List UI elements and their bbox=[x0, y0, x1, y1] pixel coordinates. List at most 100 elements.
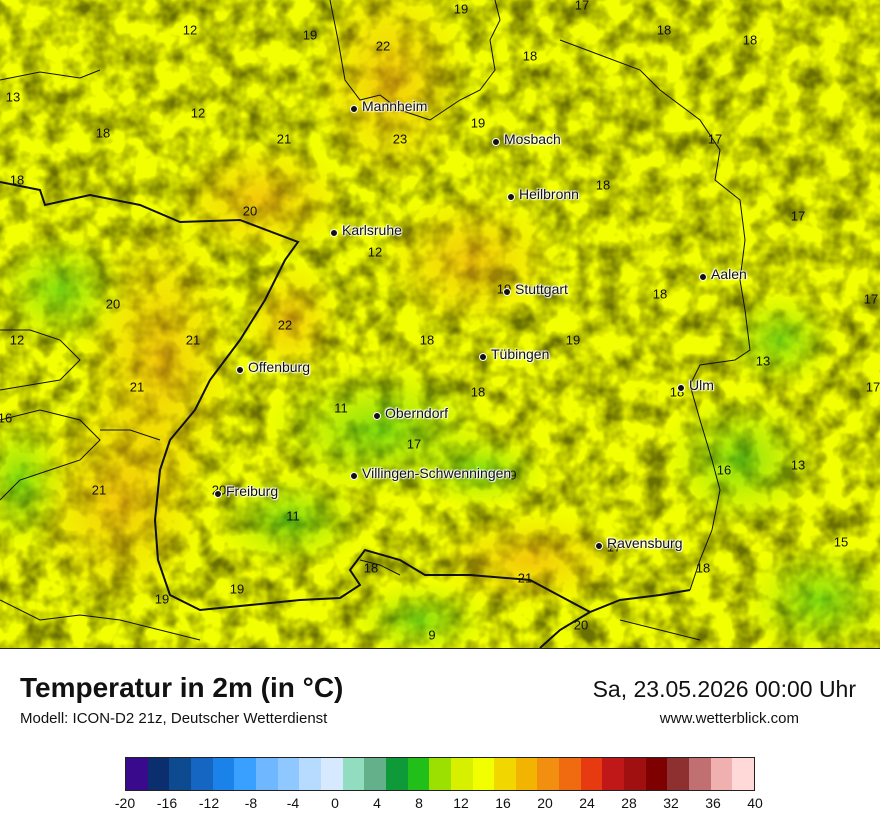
legend-ticks: -20 -16 -12 -8 -4 0 4 8 12 16 20 24 28 32 36 40 bbox=[115, 795, 763, 815]
model-info: Modell: ICON-D2 21z, Deutscher Wetterdie… bbox=[20, 710, 328, 727]
legend-swatch bbox=[169, 758, 191, 790]
temperature-value: 9 bbox=[509, 467, 517, 483]
temperature-value: 18 bbox=[522, 48, 538, 64]
temperature-value: 13 bbox=[5, 89, 21, 105]
legend-swatch bbox=[559, 758, 581, 790]
legend-swatch bbox=[732, 758, 755, 790]
legend-swatch bbox=[580, 758, 603, 790]
temperature-value: 22 bbox=[277, 317, 293, 333]
temperature-value: 17 bbox=[865, 379, 880, 395]
temperature-map[interactable]: 19 17 12 19 22 18 18 18 13 12 19 18 21 23 17 18 18 20 17 12… bbox=[0, 0, 880, 649]
temperature-value: 16 bbox=[716, 462, 732, 478]
legend-swatch bbox=[602, 758, 625, 790]
temperature-value: 18 bbox=[742, 32, 758, 48]
legend-swatch bbox=[320, 758, 343, 790]
temperature-value: 21 bbox=[185, 332, 201, 348]
temperature-value: 11 bbox=[286, 508, 300, 524]
city-dot-icon bbox=[503, 288, 511, 296]
city-dot-icon bbox=[507, 193, 515, 201]
forecast-datetime: Sa, 23.05.2026 00:00 Uhr bbox=[592, 676, 856, 702]
map-canvas bbox=[0, 0, 880, 648]
legend-swatch bbox=[190, 758, 213, 790]
cool-area bbox=[660, 390, 820, 530]
temperature-value: 18 bbox=[695, 560, 711, 576]
website-link[interactable]: www.wetterblick.com bbox=[659, 710, 799, 727]
temperature-value: 21 bbox=[517, 570, 533, 586]
legend-tick-label: 24 bbox=[579, 795, 595, 811]
temperature-value: 19 bbox=[565, 332, 581, 348]
temperature-value: 19 bbox=[154, 591, 170, 607]
temperature-value: 17 bbox=[606, 539, 622, 555]
city-name: Stuttgart bbox=[515, 281, 568, 297]
legend-swatch bbox=[385, 758, 408, 790]
city-name: Villingen-Schwenningen bbox=[362, 465, 512, 481]
legend-swatch bbox=[234, 758, 256, 790]
legend-tick-label: -4 bbox=[286, 795, 300, 811]
legend-swatch bbox=[537, 758, 560, 790]
legend-tick-label: -12 bbox=[198, 795, 220, 811]
legend-swatch bbox=[407, 758, 430, 790]
temperature-value: 19 bbox=[302, 27, 318, 43]
city-name: Ulm bbox=[689, 377, 714, 393]
temperature-value: 17 bbox=[863, 291, 879, 307]
legend-tick-label: 12 bbox=[453, 795, 469, 811]
temperature-value: 20 bbox=[105, 296, 121, 312]
legend-swatch bbox=[450, 758, 473, 790]
legend-swatch bbox=[624, 758, 646, 790]
temperature-value: 23 bbox=[392, 131, 408, 147]
city-name: Heilbronn bbox=[519, 186, 579, 202]
temperature-value: 17 bbox=[707, 131, 723, 147]
warm-area bbox=[240, 260, 340, 380]
legend-tick-label: 28 bbox=[621, 795, 637, 811]
temperature-value: 22 bbox=[375, 38, 391, 54]
city-name: Aalen bbox=[711, 266, 747, 282]
warm-area bbox=[170, 140, 350, 260]
city-dot-icon bbox=[214, 490, 222, 498]
temperature-value: 19 bbox=[453, 1, 469, 17]
legend-tick-label: 0 bbox=[331, 795, 339, 811]
city-dot-icon bbox=[699, 273, 707, 281]
warm-area bbox=[430, 510, 630, 610]
temperature-value: 15 bbox=[833, 534, 849, 550]
legend-swatch bbox=[429, 758, 451, 790]
legend-swatch bbox=[667, 758, 690, 790]
warm-area bbox=[310, 0, 470, 190]
city-dot-icon bbox=[330, 229, 338, 237]
legend-swatch bbox=[277, 758, 300, 790]
temperature-value: 12 bbox=[9, 332, 25, 348]
city-dot-icon bbox=[479, 353, 487, 361]
temperature-value: 12 bbox=[182, 22, 198, 38]
legend-swatch bbox=[364, 758, 386, 790]
temperature-value: 9 bbox=[428, 627, 436, 643]
cool-area bbox=[740, 540, 880, 648]
color-legend bbox=[125, 757, 755, 791]
cool-area bbox=[0, 410, 70, 550]
legend-swatch bbox=[494, 758, 516, 790]
temperature-value: 17 bbox=[406, 436, 422, 452]
temperature-value: 18 bbox=[9, 172, 25, 188]
temperature-value: 18 bbox=[95, 125, 111, 141]
cool-area bbox=[350, 580, 490, 648]
legend-tick-label: 4 bbox=[373, 795, 381, 811]
legend-swatch bbox=[255, 758, 278, 790]
legend-tick-label: 40 bbox=[747, 795, 763, 811]
city-dot-icon bbox=[595, 542, 603, 550]
temperature-value: 18 bbox=[595, 177, 611, 193]
legend-tick-label: 16 bbox=[495, 795, 511, 811]
legend-tick-label: -16 bbox=[156, 795, 178, 811]
country-border bbox=[0, 181, 691, 648]
temperature-value: 19 bbox=[229, 581, 245, 597]
city-dot-icon bbox=[350, 472, 358, 480]
city-name: Mannheim bbox=[362, 98, 428, 114]
temperature-value: 13 bbox=[755, 353, 771, 369]
temperature-value: 12 bbox=[367, 244, 383, 260]
city-dot-icon bbox=[236, 366, 244, 374]
state-border bbox=[0, 0, 751, 641]
temperature-value: 16 bbox=[0, 410, 13, 426]
city-name: Tübingen bbox=[491, 346, 550, 362]
legend-swatch bbox=[472, 758, 495, 790]
temperature-value: 20 bbox=[573, 617, 589, 633]
city-name: Freiburg bbox=[226, 483, 279, 499]
temperature-value: 12 bbox=[190, 105, 206, 121]
city-name: Ravensburg bbox=[607, 535, 683, 551]
